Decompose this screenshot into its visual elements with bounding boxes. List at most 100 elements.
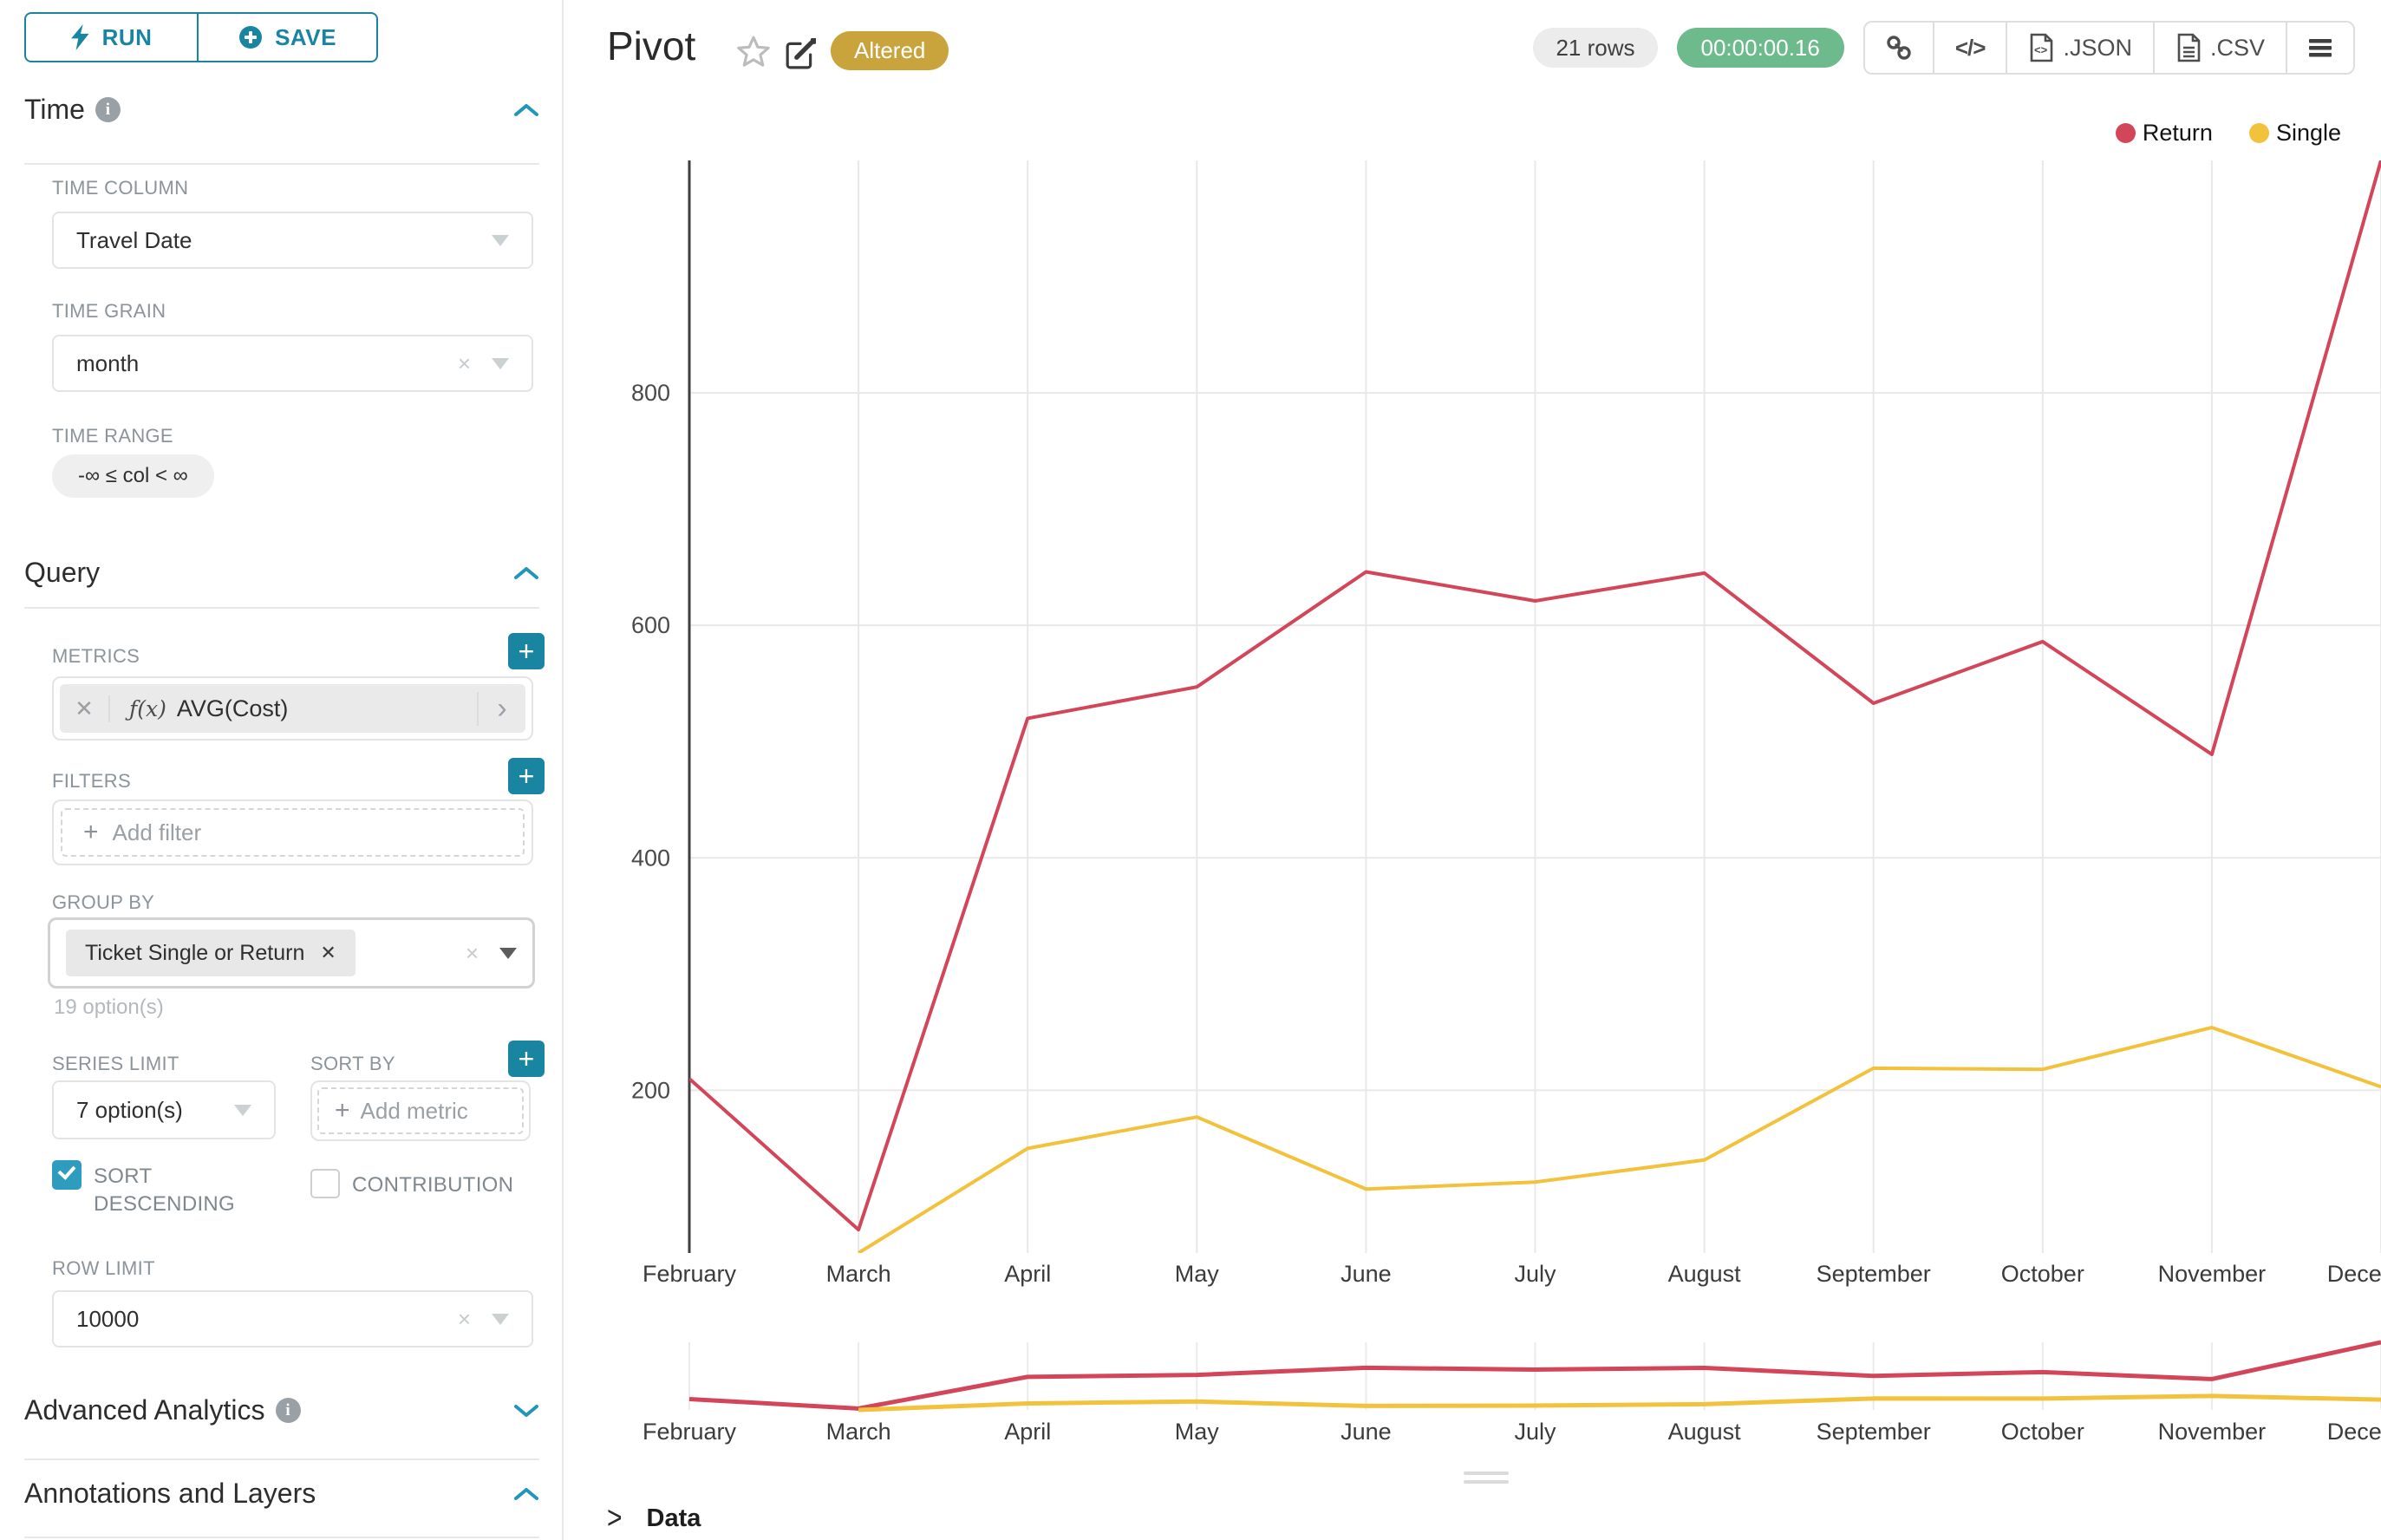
plus-icon: + xyxy=(83,818,99,846)
svg-text:<>: <> xyxy=(2034,43,2048,56)
series-line-single xyxy=(858,1025,2381,1253)
chevron-up-icon[interactable] xyxy=(513,1486,539,1502)
function-icon: ƒ(x) xyxy=(129,695,166,721)
row-limit-label: ROW LIMIT xyxy=(52,1257,155,1279)
more-options-button[interactable] xyxy=(2286,23,2353,73)
lightning-bolt-icon xyxy=(70,24,89,50)
mini-x-axis-tick-label: August xyxy=(1668,1419,1742,1445)
x-axis-tick-label: November xyxy=(2158,1261,2267,1287)
contribution-checkbox[interactable]: CONTRIBUTION xyxy=(310,1169,513,1199)
mini-x-axis-tick-label: April xyxy=(1004,1419,1051,1445)
section-header-query[interactable]: Query xyxy=(24,557,539,589)
altered-badge[interactable]: Altered xyxy=(831,31,949,70)
metrics-label: METRICS xyxy=(52,645,140,667)
time-grain-label: TIME GRAIN xyxy=(52,300,166,322)
add-filter-plus-button[interactable]: + xyxy=(508,758,545,794)
run-button-label: RUN xyxy=(101,23,153,50)
save-button[interactable]: SAVE xyxy=(198,12,378,62)
checkbox-checked-icon[interactable] xyxy=(52,1160,82,1190)
divider xyxy=(24,607,539,609)
chevron-down-icon[interactable] xyxy=(513,1403,539,1419)
csv-button-label: .CSV xyxy=(2209,34,2265,61)
plus-icon: + xyxy=(335,1096,350,1125)
export-csv-button[interactable]: .CSV xyxy=(2152,23,2286,73)
export-json-button[interactable]: <> .JSON xyxy=(2006,23,2153,73)
control-panel-sidebar: RUN SAVE Time i TIME COLUMN Travel D xyxy=(0,0,564,1540)
context-chart-range-selector[interactable]: February March April May June July August Septe… xyxy=(643,1340,2381,1445)
mini-x-axis-tick-label: December xyxy=(2327,1419,2381,1445)
legend-item-single[interactable]: Single xyxy=(2248,120,2341,147)
legend-item-return[interactable]: Return xyxy=(2115,120,2213,147)
clear-icon[interactable]: × xyxy=(457,349,471,376)
line-chart: 200 400 600 800 February March April May June Jul… xyxy=(631,160,2381,1445)
options-hint: 19 option(s) xyxy=(54,995,164,1019)
group-by-select[interactable]: Ticket Single or Return ✕ × xyxy=(48,917,535,989)
contribution-label: CONTRIBUTION xyxy=(352,1173,514,1197)
chevron-up-icon[interactable] xyxy=(513,102,539,118)
legend-label-single: Single xyxy=(2275,120,2341,146)
add-sort-metric-plus-button[interactable]: + xyxy=(508,1041,545,1077)
mini-x-axis-tick-label: October xyxy=(2001,1419,2084,1445)
run-save-button-group: RUN SAVE xyxy=(24,12,378,62)
query-section-title: Query xyxy=(24,557,101,588)
x-axis-tick-label: July xyxy=(1514,1261,1556,1287)
header-actions: 21 rows 00:00:00.16 </> <> xyxy=(1533,21,2355,75)
chevron-up-icon[interactable] xyxy=(513,565,539,581)
add-metric-label: Add metric xyxy=(360,1097,468,1124)
mini-series-line-return xyxy=(688,1340,2381,1411)
chart-title: Pivot xyxy=(607,23,696,69)
link-icon xyxy=(1887,36,1911,60)
sort-by-label: SORT BY xyxy=(310,1053,395,1074)
divider xyxy=(24,1458,539,1460)
run-button[interactable]: RUN xyxy=(24,12,198,62)
add-metric-plus-button[interactable]: + xyxy=(508,633,545,669)
x-axis-tick-label: March xyxy=(826,1261,891,1287)
data-panel-label: Data xyxy=(646,1504,701,1532)
mini-x-axis-tick-label: June xyxy=(1341,1419,1392,1445)
data-panel-toggle[interactable]: > Data xyxy=(607,1500,701,1536)
series-line-return xyxy=(689,160,2381,1232)
row-count-badge: 21 rows xyxy=(1533,28,1658,68)
chart-legend: Return Single xyxy=(2115,120,2341,147)
chevron-down-icon xyxy=(234,1104,251,1116)
remove-chip-icon[interactable]: ✕ xyxy=(320,942,336,963)
clear-icon[interactable]: × xyxy=(457,1305,471,1332)
export-toolbar: </> <> .JSON .CSV xyxy=(1862,21,2355,75)
add-filter-button[interactable]: + Add filter xyxy=(61,808,525,857)
time-range-value: -∞ ≤ col < ∞ xyxy=(78,464,188,487)
time-range-pill[interactable]: -∞ ≤ col < ∞ xyxy=(52,454,214,498)
mini-x-axis-tick-label: March xyxy=(826,1419,891,1445)
favorite-star-icon[interactable] xyxy=(736,35,771,69)
edit-title-icon[interactable] xyxy=(785,38,816,69)
view-query-button[interactable]: </> xyxy=(1932,23,2006,73)
row-limit-select[interactable]: 10000 × xyxy=(52,1290,533,1348)
time-grain-select[interactable]: month × xyxy=(52,335,533,392)
add-sort-metric-button[interactable]: + Add metric xyxy=(317,1087,524,1134)
time-range-label: TIME RANGE xyxy=(52,425,173,447)
section-header-annotations[interactable]: Annotations and Layers xyxy=(24,1478,539,1510)
filters-label: FILTERS xyxy=(52,770,131,792)
panel-resize-handle[interactable] xyxy=(1464,1471,1509,1489)
checkbox-unchecked-icon[interactable] xyxy=(310,1169,340,1198)
metric-pill[interactable]: ✕ ƒ(x) AVG(Cost) › xyxy=(60,684,525,733)
x-axis-tick-label: August xyxy=(1668,1261,1742,1287)
metrics-box: ✕ ƒ(x) AVG(Cost) › xyxy=(52,676,533,741)
series-limit-select[interactable]: 7 option(s) xyxy=(52,1080,276,1139)
time-column-select[interactable]: Travel Date xyxy=(52,212,533,269)
remove-metric-icon[interactable]: ✕ xyxy=(60,695,110,722)
mini-x-axis-tick-label: July xyxy=(1514,1419,1556,1445)
section-header-time[interactable]: Time i xyxy=(24,94,539,126)
section-header-advanced-analytics[interactable]: Advanced Analytics i xyxy=(24,1394,539,1426)
info-icon: i xyxy=(275,1398,301,1423)
copy-link-button[interactable] xyxy=(1865,23,1933,73)
altered-badge-label: Altered xyxy=(854,37,926,63)
group-by-label: GROUP BY xyxy=(52,891,155,913)
sort-by-box: + Add metric xyxy=(310,1080,531,1141)
add-filter-label: Add filter xyxy=(112,819,202,845)
chevron-right-icon[interactable]: › xyxy=(477,691,525,726)
mini-x-axis-tick-label: February xyxy=(643,1419,737,1445)
clear-icon[interactable]: × xyxy=(465,939,479,966)
sort-descending-checkbox[interactable]: SORT DESCENDING xyxy=(52,1160,286,1219)
y-axis-tick-label: 400 xyxy=(631,845,670,871)
chevron-down-icon xyxy=(492,357,509,369)
